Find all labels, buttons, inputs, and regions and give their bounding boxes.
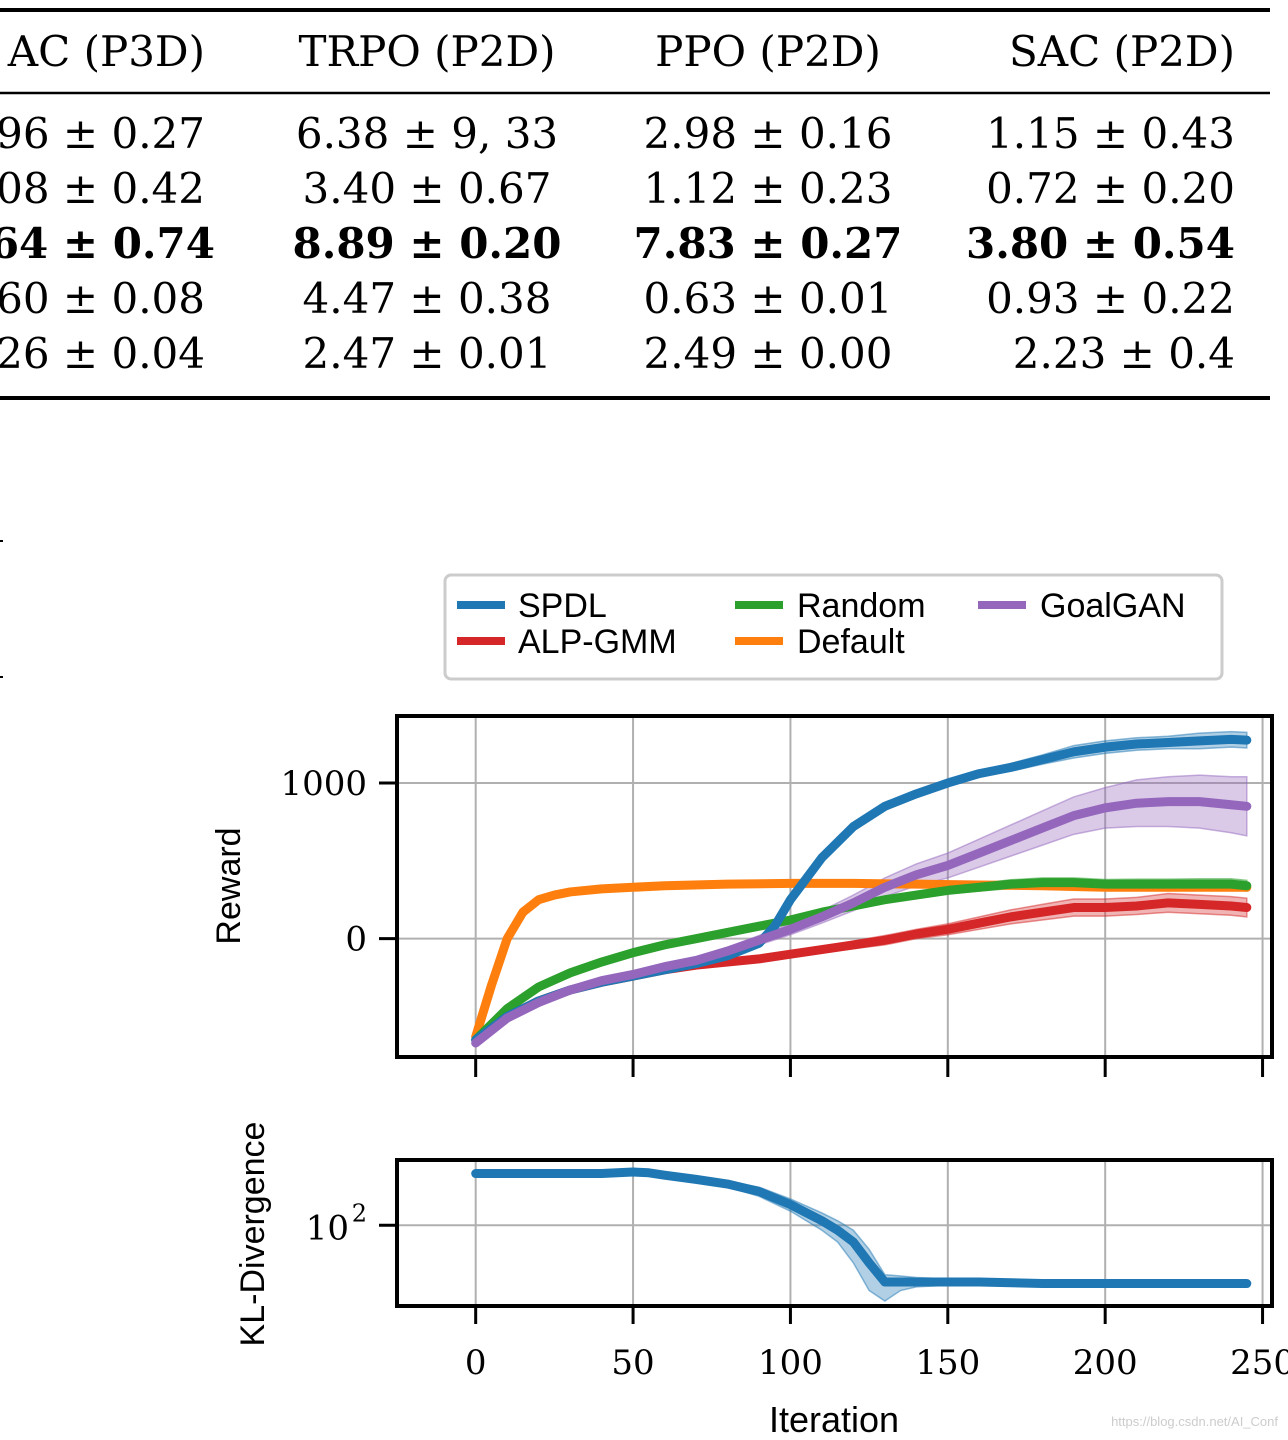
table-cell: 26 ± 0.04	[0, 329, 205, 378]
table-cell: 0.72 ± 0.20	[986, 164, 1235, 213]
kl-lines	[471, 1167, 1252, 1289]
kl-xlabel: Iteration	[769, 1399, 899, 1440]
legend-label-random: Random	[797, 587, 926, 625]
series-line-goalgan	[471, 797, 1252, 1048]
reward-ytick-label: 1000	[280, 764, 367, 804]
legend-frame	[443, 573, 1224, 681]
kl-series-line	[471, 1167, 1252, 1289]
kl-xtick-label: 250	[1230, 1343, 1288, 1383]
table-cell-best: 3.80 ± 0.54	[966, 219, 1235, 268]
watermark: https://blog.csdn.net/AI_Conf	[1111, 1414, 1278, 1429]
legend-label-goalgan: GoalGAN	[1040, 587, 1186, 625]
table-cell: 96 ± 0.27	[0, 109, 205, 158]
kl-ylabel: KL-Divergence	[234, 1122, 272, 1347]
table-cell: 2.49 ± 0.00	[644, 329, 893, 378]
table-cell: 0.63 ± 0.01	[644, 274, 893, 323]
table-cell: 2.98 ± 0.16	[644, 109, 893, 158]
table-cell-best: 7.83 ± 0.27	[633, 219, 902, 268]
reward-ytick-label: 0	[345, 920, 367, 960]
kl-xtick-label: 50	[611, 1343, 654, 1383]
table-cell: 1.12 ± 0.23	[644, 164, 893, 213]
kl-ytick-exponent: 2	[352, 1199, 367, 1227]
table-cell: 2.23 ± 0.4	[1013, 329, 1235, 378]
table-cell: 08 ± 0.42	[0, 164, 205, 213]
table-cell: 0.93 ± 0.22	[986, 274, 1235, 323]
table-cell: 1.15 ± 0.43	[986, 109, 1235, 158]
legend-label-spdl: SPDL	[518, 587, 607, 625]
legend-label-alp-gmm: ALP-GMM	[518, 623, 677, 661]
table-cell: 2.47 ± 0.01	[303, 329, 552, 378]
reward-axes-frame	[395, 714, 1274, 1059]
kl-xtick-label: 0	[465, 1343, 487, 1383]
table-cell: 60 ± 0.08	[0, 274, 205, 323]
kl-ticks: 0 50 100 150 200 250 10 2	[306, 1199, 1288, 1383]
kl-plot: 0 50 100 150 200 250 10 2 KL-Divergence Iterati…	[234, 1122, 1288, 1440]
table-cell: 3.40 ± 0.67	[303, 164, 552, 213]
legend: SPDL ALP-GMM Random Default GoalGAN	[443, 573, 1224, 681]
results-table: AC (P3D) TRPO (P2D) PPO (P2D) SAC (P2D) …	[0, 8, 1270, 400]
kl-axes-frame	[395, 1158, 1274, 1308]
series-line-alp-gmm	[471, 898, 1252, 1045]
edge-mark	[0, 540, 3, 542]
reward-ylabel: Reward	[210, 827, 248, 944]
reward-ticks: 0 1000	[280, 764, 1265, 1077]
kl-xtick-label: 200	[1073, 1343, 1138, 1383]
reward-lines	[471, 734, 1252, 1048]
edge-mark	[0, 676, 3, 678]
series-line-random	[471, 878, 1252, 1045]
table-header-col1: AC (P3D)	[7, 27, 205, 76]
table-header-col4: SAC (P2D)	[1009, 27, 1235, 76]
table-cell-best: 8.89 ± 0.20	[292, 219, 561, 268]
legend-label-default: Default	[797, 623, 905, 661]
table-header-col2: TRPO (P2D)	[298, 27, 555, 76]
table-cell: 4.47 ± 0.38	[303, 274, 552, 323]
reward-plot: 0 1000 Reward	[210, 714, 1274, 1077]
table-cell-best: 64 ± 0.74	[0, 219, 215, 268]
table-cell: 6.38 ± 9, 33	[296, 109, 558, 158]
kl-xtick-label: 100	[758, 1343, 823, 1383]
kl-xtick-label: 150	[915, 1343, 980, 1383]
kl-ytick-label: 10	[306, 1208, 349, 1248]
table-header-col3: PPO (P2D)	[655, 27, 881, 76]
